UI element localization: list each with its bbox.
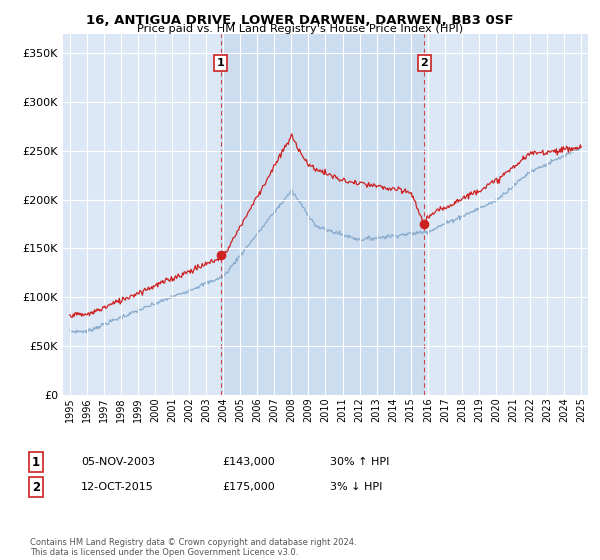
Text: Contains HM Land Registry data © Crown copyright and database right 2024.
This d: Contains HM Land Registry data © Crown c…	[30, 538, 356, 557]
Text: 16, ANTIGUA DRIVE, LOWER DARWEN, DARWEN, BB3 0SF: 16, ANTIGUA DRIVE, LOWER DARWEN, DARWEN,…	[86, 14, 514, 27]
Text: Price paid vs. HM Land Registry's House Price Index (HPI): Price paid vs. HM Land Registry's House …	[137, 24, 463, 34]
Text: 1: 1	[32, 455, 40, 469]
Text: £143,000: £143,000	[222, 457, 275, 467]
Text: 3% ↓ HPI: 3% ↓ HPI	[330, 482, 382, 492]
Bar	[221, 34, 424, 395]
Text: 05-NOV-2003: 05-NOV-2003	[81, 457, 155, 467]
Text: 1: 1	[217, 58, 224, 68]
Text: £175,000: £175,000	[222, 482, 275, 492]
Text: 2: 2	[32, 480, 40, 494]
Text: 12-OCT-2015: 12-OCT-2015	[81, 482, 154, 492]
Text: 30% ↑ HPI: 30% ↑ HPI	[330, 457, 389, 467]
Text: 2: 2	[421, 58, 428, 68]
